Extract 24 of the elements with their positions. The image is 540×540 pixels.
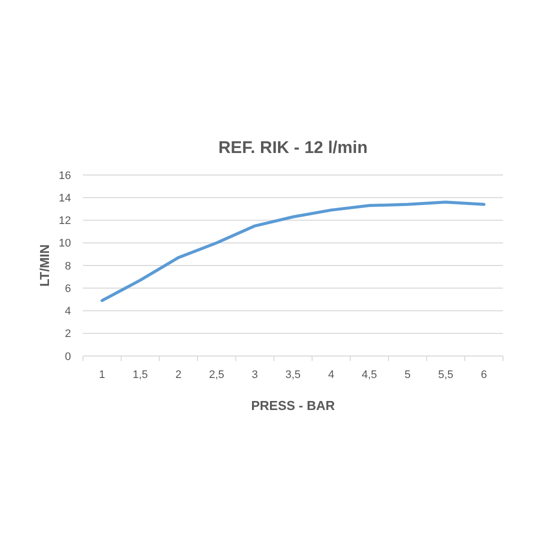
x-tick-label: 1 [99, 369, 106, 381]
y-tick-label: 14 [58, 192, 71, 204]
line-series [100, 200, 486, 302]
y-axis-title: LT/MIN [37, 244, 52, 287]
x-tick-label: 6 [480, 369, 487, 381]
x-tick-label: 5,5 [438, 369, 454, 381]
x-tick-label: 1,5 [132, 369, 148, 381]
y-tick-label: 4 [64, 306, 71, 318]
y-tick-label: 8 [64, 260, 71, 272]
x-tick-label: 3 [252, 369, 258, 381]
x-axis-title: PRESS - BAR [251, 398, 336, 413]
y-tick-label: 10 [58, 238, 71, 250]
chart-title: REF. RIK - 12 l/min [218, 138, 368, 157]
x-tick-label: 4 [328, 369, 334, 381]
y-tick-label: 0 [64, 350, 71, 363]
y-tick-label: 16 [58, 170, 71, 182]
x-tick-label: 2 [175, 369, 182, 381]
y-tick-label: 6 [64, 282, 71, 295]
x-tick-label: 4,5 [362, 369, 378, 381]
x-tick-label: 2,5 [208, 369, 224, 381]
y-tick-label: 12 [58, 215, 71, 228]
x-tick-label: 5 [404, 369, 411, 381]
y-tick-label: 2 [64, 328, 71, 340]
x-tick-label: 3,5 [285, 369, 301, 381]
